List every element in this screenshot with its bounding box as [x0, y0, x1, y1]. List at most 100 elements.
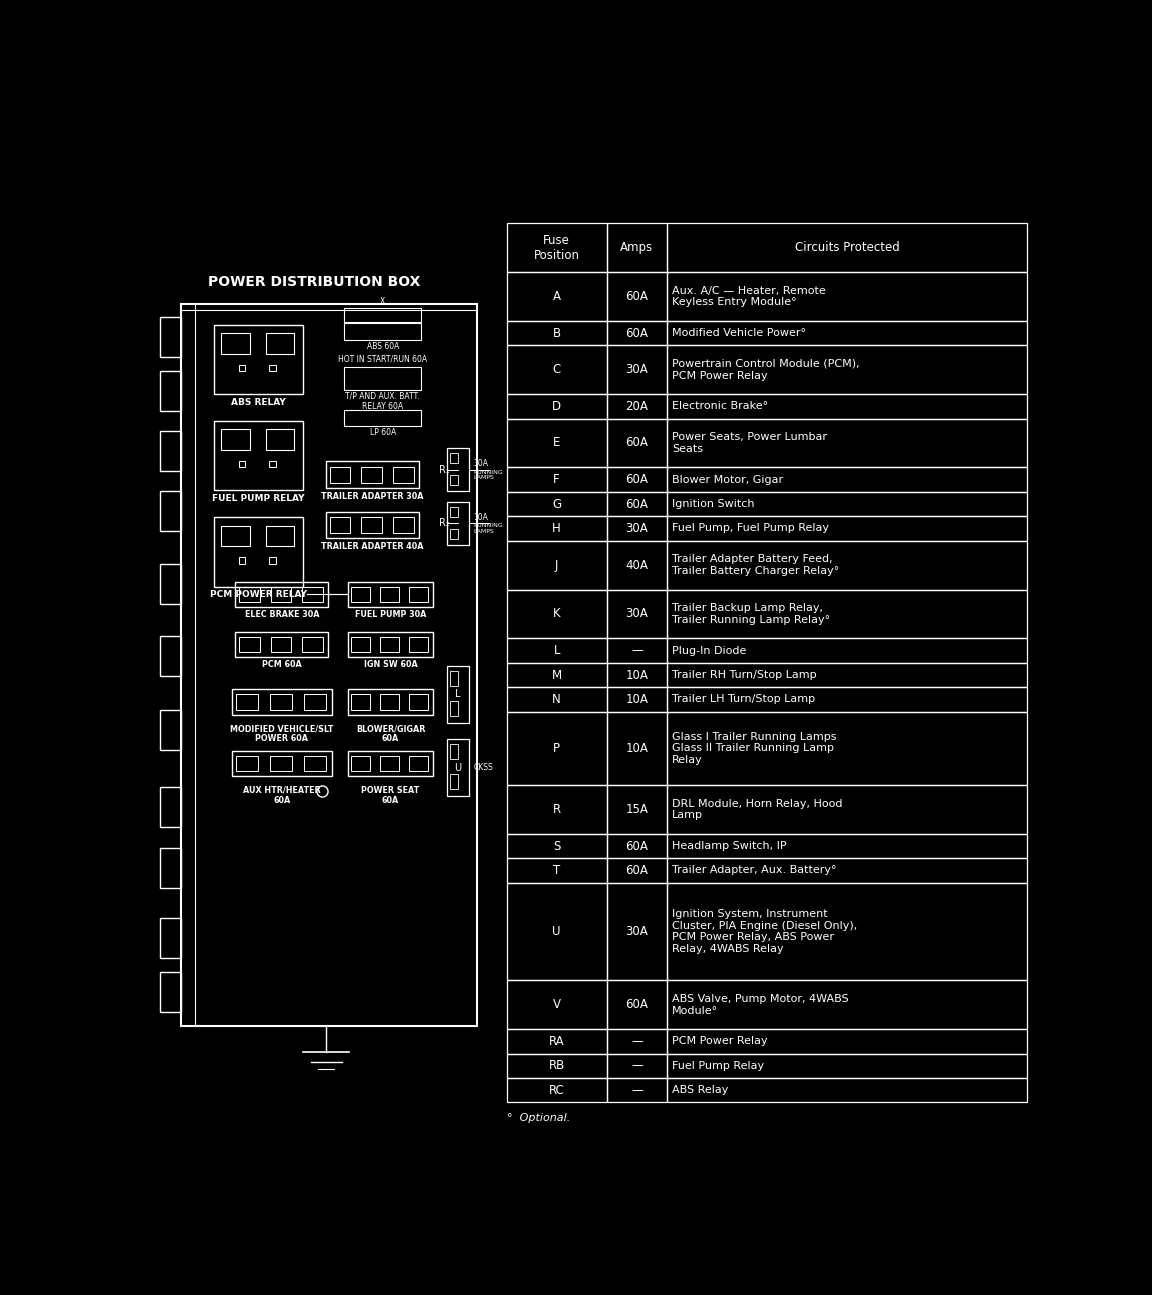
Text: V: V	[553, 998, 561, 1011]
Bar	[507, 541, 607, 589]
Text: R₁: R₁	[439, 465, 449, 474]
Bar	[667, 394, 1028, 418]
Bar	[507, 859, 607, 883]
Bar	[507, 467, 607, 492]
Bar	[450, 774, 457, 789]
Text: T/P AND AUX. BATT.
RELAY 60A: T/P AND AUX. BATT. RELAY 60A	[346, 392, 420, 412]
Bar	[240, 557, 245, 563]
Bar	[607, 785, 667, 834]
Bar	[240, 365, 245, 372]
Text: 30A: 30A	[626, 522, 649, 535]
Bar	[450, 453, 457, 464]
Text: —: —	[631, 644, 643, 657]
Text: Glass I Trailer Running Lamps
Glass II Trailer Running Lamp
Relay: Glass I Trailer Running Lamps Glass II T…	[672, 732, 836, 765]
Text: P: P	[553, 742, 560, 755]
Bar	[159, 491, 181, 531]
Text: S: S	[553, 839, 560, 852]
Bar	[607, 1054, 667, 1077]
Bar	[667, 541, 1028, 589]
Bar	[607, 1077, 667, 1102]
Bar	[329, 467, 350, 483]
Bar	[667, 785, 1028, 834]
Text: 10A: 10A	[626, 742, 649, 755]
Bar	[266, 526, 295, 546]
Bar	[409, 694, 427, 710]
Bar	[667, 638, 1028, 663]
Text: 60A: 60A	[626, 290, 649, 303]
Text: ABS Valve, Pump Motor, 4WABS
Module°: ABS Valve, Pump Motor, 4WABS Module°	[672, 995, 848, 1015]
Bar	[232, 751, 332, 777]
Bar	[181, 304, 477, 1026]
Bar	[326, 461, 419, 488]
Bar	[159, 710, 181, 750]
Bar	[344, 308, 422, 321]
Text: E: E	[553, 436, 560, 449]
Bar	[607, 321, 667, 346]
Bar	[607, 517, 667, 541]
Bar	[507, 712, 607, 785]
Text: 60A: 60A	[626, 998, 649, 1011]
Bar	[667, 346, 1028, 394]
Bar	[667, 467, 1028, 492]
Bar	[667, 589, 1028, 638]
Bar	[607, 859, 667, 883]
Text: 20A: 20A	[626, 400, 649, 413]
Bar	[240, 637, 259, 651]
Bar	[507, 517, 607, 541]
Text: Trailer Adapter Battery Feed,
Trailer Battery Charger Relay°: Trailer Adapter Battery Feed, Trailer Ba…	[672, 554, 839, 576]
Bar	[159, 918, 181, 958]
Bar	[409, 637, 427, 651]
Text: Electronic Brake°: Electronic Brake°	[672, 401, 768, 412]
Bar	[607, 688, 667, 712]
Bar	[304, 756, 326, 772]
Bar	[380, 587, 399, 602]
Text: LP 60A: LP 60A	[370, 427, 396, 436]
Bar	[348, 751, 433, 777]
Text: Fuel Pump, Fuel Pump Relay: Fuel Pump, Fuel Pump Relay	[672, 523, 828, 534]
Bar	[507, 834, 607, 859]
Bar	[667, 1054, 1028, 1077]
Bar	[507, 980, 607, 1030]
Text: RA: RA	[548, 1035, 564, 1048]
Text: RUNNING
LAMPS: RUNNING LAMPS	[473, 470, 503, 480]
Bar	[667, 321, 1028, 346]
Text: RC: RC	[548, 1084, 564, 1097]
Bar	[348, 689, 433, 715]
Bar	[344, 409, 422, 426]
Bar	[450, 671, 457, 686]
Bar	[270, 694, 291, 710]
Text: PCM 60A: PCM 60A	[262, 660, 302, 670]
Text: MODIFIED VEHICLE/SLT
POWER 60A: MODIFIED VEHICLE/SLT POWER 60A	[230, 724, 334, 743]
Bar	[507, 321, 607, 346]
Text: FUEL PUMP RELAY: FUEL PUMP RELAY	[212, 495, 305, 504]
Bar	[236, 756, 258, 772]
Bar	[450, 745, 457, 759]
Bar	[607, 272, 667, 321]
Text: K: K	[553, 607, 561, 620]
Bar	[348, 632, 433, 657]
Bar	[270, 461, 275, 467]
Text: 60A: 60A	[626, 497, 649, 510]
Bar	[607, 663, 667, 688]
Text: 10A: 10A	[626, 693, 649, 706]
Bar	[507, 1077, 607, 1102]
Text: ABS 60A: ABS 60A	[366, 342, 399, 351]
Text: POWER SEAT
60A: POWER SEAT 60A	[362, 786, 419, 805]
Text: 60A: 60A	[626, 326, 649, 339]
Bar	[235, 632, 328, 657]
Text: 30A: 30A	[626, 363, 649, 377]
Text: Trailer RH Turn/Stop Lamp: Trailer RH Turn/Stop Lamp	[672, 670, 817, 680]
Bar	[667, 1077, 1028, 1102]
Bar	[351, 756, 370, 772]
Bar	[348, 581, 433, 607]
Bar	[507, 272, 607, 321]
Text: RUNNING
LAMPS: RUNNING LAMPS	[473, 523, 503, 535]
Bar	[607, 418, 667, 467]
Bar	[507, 1054, 607, 1077]
Text: F: F	[553, 473, 560, 486]
Bar	[667, 688, 1028, 712]
Text: D: D	[552, 400, 561, 413]
Bar	[159, 370, 181, 411]
Bar	[159, 787, 181, 826]
Text: Blower Motor, Gigar: Blower Motor, Gigar	[672, 475, 783, 484]
